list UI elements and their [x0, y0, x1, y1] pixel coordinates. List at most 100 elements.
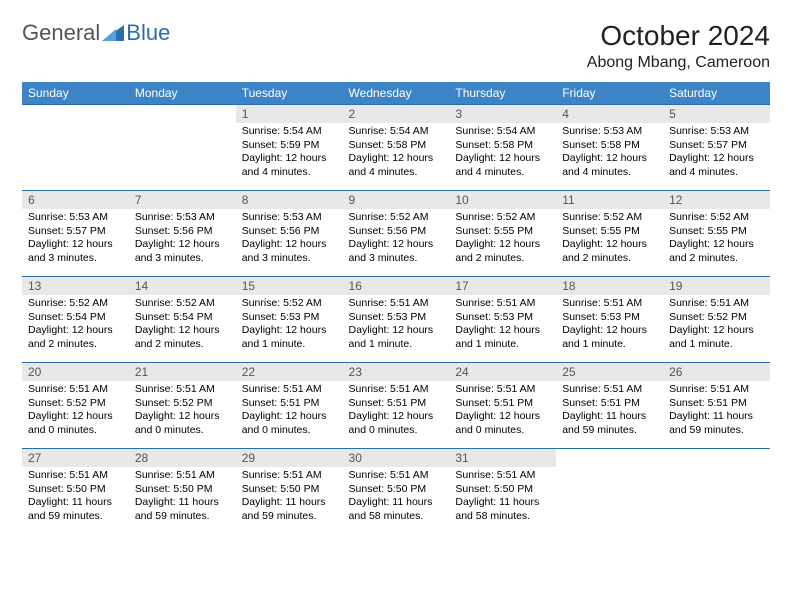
calendar-week-row: 6Sunrise: 5:53 AMSunset: 5:57 PMDaylight…: [22, 191, 770, 277]
day-info: Sunrise: 5:51 AMSunset: 5:50 PMDaylight:…: [236, 467, 343, 528]
weekday-header: Sunday: [22, 82, 129, 105]
calendar-day-cell: 13Sunrise: 5:52 AMSunset: 5:54 PMDayligh…: [22, 277, 129, 363]
calendar-day-cell: 8Sunrise: 5:53 AMSunset: 5:56 PMDaylight…: [236, 191, 343, 277]
day-info: Sunrise: 5:51 AMSunset: 5:52 PMDaylight:…: [22, 381, 129, 442]
header: General Blue October 2024 Abong Mbang, C…: [22, 20, 770, 72]
weekday-header: Friday: [556, 82, 663, 105]
calendar-day-cell: 15Sunrise: 5:52 AMSunset: 5:53 PMDayligh…: [236, 277, 343, 363]
logo-triangle-icon: [102, 23, 124, 43]
logo-text-blue: Blue: [126, 20, 170, 46]
day-info: Sunrise: 5:53 AMSunset: 5:57 PMDaylight:…: [663, 123, 770, 184]
day-info: Sunrise: 5:53 AMSunset: 5:56 PMDaylight:…: [236, 209, 343, 270]
day-info: Sunrise: 5:51 AMSunset: 5:51 PMDaylight:…: [449, 381, 556, 442]
day-number: 21: [129, 363, 236, 381]
calendar-day-cell: 1Sunrise: 5:54 AMSunset: 5:59 PMDaylight…: [236, 105, 343, 191]
day-number: 4: [556, 105, 663, 123]
day-number: 2: [343, 105, 450, 123]
calendar-day-cell: 2Sunrise: 5:54 AMSunset: 5:58 PMDaylight…: [343, 105, 450, 191]
day-number: 6: [22, 191, 129, 209]
weekday-header: Wednesday: [343, 82, 450, 105]
calendar-day-cell: 27Sunrise: 5:51 AMSunset: 5:50 PMDayligh…: [22, 449, 129, 535]
day-number: 22: [236, 363, 343, 381]
calendar-week-row: 27 Sunrise: 5:51 AMSunset: 5:50 PMDayligh…: [22, 449, 770, 535]
day-number: 1: [236, 105, 343, 123]
day-number: 23: [343, 363, 450, 381]
day-number: 5: [663, 105, 770, 123]
day-number: 11: [556, 191, 663, 209]
day-info: Sunrise: 5:51 AMSunset: 5:51 PMDaylight:…: [343, 381, 450, 442]
location-label: Abong Mbang, Cameroon: [587, 54, 770, 72]
calendar-day-cell: 9Sunrise: 5:52 AMSunset: 5:56 PMDaylight…: [343, 191, 450, 277]
day-number: 13: [22, 277, 129, 295]
calendar-day-cell: 28Sunrise: 5:51 AMSunset: 5:50 PMDayligh…: [129, 449, 236, 535]
day-number: 10: [449, 191, 556, 209]
calendar-day-cell: 7Sunrise: 5:53 AMSunset: 5:56 PMDaylight…: [129, 191, 236, 277]
day-number: 20: [22, 363, 129, 381]
calendar-body: 1Sunrise: 5:54 AMSunset: 5:59 PMDaylight…: [22, 105, 770, 535]
day-number: 7: [129, 191, 236, 209]
calendar-week-row: 20Sunrise: 5:51 AMSunset: 5:52 PMDayligh…: [22, 363, 770, 449]
day-number: 14: [129, 277, 236, 295]
day-info: Sunrise: 5:51 AMSunset: 5:50 PMDaylight:…: [343, 467, 450, 528]
day-info: Sunrise: 5:51 AMSunset: 5:53 PMDaylight:…: [343, 295, 450, 356]
calendar-day-cell: 14Sunrise: 5:52 AMSunset: 5:54 PMDayligh…: [129, 277, 236, 363]
day-number: 31: [449, 449, 556, 467]
calendar-day-cell: 11Sunrise: 5:52 AMSunset: 5:55 PMDayligh…: [556, 191, 663, 277]
day-info: Sunrise: 5:53 AMSunset: 5:57 PMDaylight:…: [22, 209, 129, 270]
day-info: Sunrise: 5:51 AMSunset: 5:51 PMDaylight:…: [556, 381, 663, 442]
day-number: 28: [129, 449, 236, 467]
day-info: Sunrise: 5:52 AMSunset: 5:55 PMDaylight:…: [663, 209, 770, 270]
calendar-week-row: 13Sunrise: 5:52 AMSunset: 5:54 PMDayligh…: [22, 277, 770, 363]
weekday-header: Thursday: [449, 82, 556, 105]
page-title: October 2024: [587, 20, 770, 52]
calendar-day-cell: 22Sunrise: 5:51 AMSunset: 5:51 PMDayligh…: [236, 363, 343, 449]
day-info: Sunrise: 5:51 AMSunset: 5:50 PMDaylight:…: [449, 467, 556, 528]
calendar-day-cell: 31Sunrise: 5:51 AMSunset: 5:50 PMDayligh…: [449, 449, 556, 535]
day-number: 26: [663, 363, 770, 381]
weekday-header: Monday: [129, 82, 236, 105]
day-info: Sunrise: 5:51 AMSunset: 5:53 PMDaylight:…: [449, 295, 556, 356]
day-info: Sunrise: 5:51 AMSunset: 5:52 PMDaylight:…: [129, 381, 236, 442]
calendar-day-cell: 6Sunrise: 5:53 AMSunset: 5:57 PMDaylight…: [22, 191, 129, 277]
calendar-day-cell: 10Sunrise: 5:52 AMSunset: 5:55 PMDayligh…: [449, 191, 556, 277]
calendar-day-cell: 16Sunrise: 5:51 AMSunset: 5:53 PMDayligh…: [343, 277, 450, 363]
day-number: 30: [343, 449, 450, 467]
weekday-header: Saturday: [663, 82, 770, 105]
calendar-day-cell: 19Sunrise: 5:51 AMSunset: 5:52 PMDayligh…: [663, 277, 770, 363]
day-info: Sunrise: 5:52 AMSunset: 5:55 PMDaylight:…: [449, 209, 556, 270]
day-number: 19: [663, 277, 770, 295]
calendar-day-cell: 3Sunrise: 5:54 AMSunset: 5:58 PMDaylight…: [449, 105, 556, 191]
title-block: October 2024 Abong Mbang, Cameroon: [587, 20, 770, 72]
day-info: Sunrise: 5:54 AMSunset: 5:58 PMDaylight:…: [449, 123, 556, 184]
day-number: 15: [236, 277, 343, 295]
calendar-day-cell: 21Sunrise: 5:51 AMSunset: 5:52 PMDayligh…: [129, 363, 236, 449]
calendar-empty-cell: [663, 449, 770, 535]
calendar-day-cell: 25Sunrise: 5:51 AMSunset: 5:51 PMDayligh…: [556, 363, 663, 449]
day-info: Sunrise: 5:51 AMSunset: 5:51 PMDaylight:…: [663, 381, 770, 442]
calendar-day-cell: 18Sunrise: 5:51 AMSunset: 5:53 PMDayligh…: [556, 277, 663, 363]
day-number: 17: [449, 277, 556, 295]
calendar-day-cell: 24Sunrise: 5:51 AMSunset: 5:51 PMDayligh…: [449, 363, 556, 449]
day-info: Sunrise: 5:52 AMSunset: 5:54 PMDaylight:…: [129, 295, 236, 356]
day-number: 27: [22, 449, 129, 467]
calendar-empty-cell: [129, 105, 236, 191]
day-info: Sunrise: 5:53 AMSunset: 5:56 PMDaylight:…: [129, 209, 236, 270]
day-number: 18: [556, 277, 663, 295]
day-info: Sunrise: 5:53 AMSunset: 5:58 PMDaylight:…: [556, 123, 663, 184]
calendar-day-cell: 12Sunrise: 5:52 AMSunset: 5:55 PMDayligh…: [663, 191, 770, 277]
day-info: Sunrise: 5:52 AMSunset: 5:54 PMDaylight:…: [22, 295, 129, 356]
calendar-day-cell: 23Sunrise: 5:51 AMSunset: 5:51 PMDayligh…: [343, 363, 450, 449]
day-number: 16: [343, 277, 450, 295]
calendar-day-cell: 20Sunrise: 5:51 AMSunset: 5:52 PMDayligh…: [22, 363, 129, 449]
calendar-head: SundayMondayTuesdayWednesdayThursdayFrid…: [22, 82, 770, 105]
logo-text-general: General: [22, 20, 100, 46]
day-number: 25: [556, 363, 663, 381]
calendar-day-cell: 5Sunrise: 5:53 AMSunset: 5:57 PMDaylight…: [663, 105, 770, 191]
day-number: 3: [449, 105, 556, 123]
day-info: Sunrise: 5:54 AMSunset: 5:58 PMDaylight:…: [343, 123, 450, 184]
calendar-empty-cell: [556, 449, 663, 535]
calendar-week-row: 1Sunrise: 5:54 AMSunset: 5:59 PMDaylight…: [22, 105, 770, 191]
day-info: Sunrise: 5:54 AMSunset: 5:59 PMDaylight:…: [236, 123, 343, 184]
day-number: 29: [236, 449, 343, 467]
day-info: Sunrise: 5:51 AMSunset: 5:53 PMDaylight:…: [556, 295, 663, 356]
